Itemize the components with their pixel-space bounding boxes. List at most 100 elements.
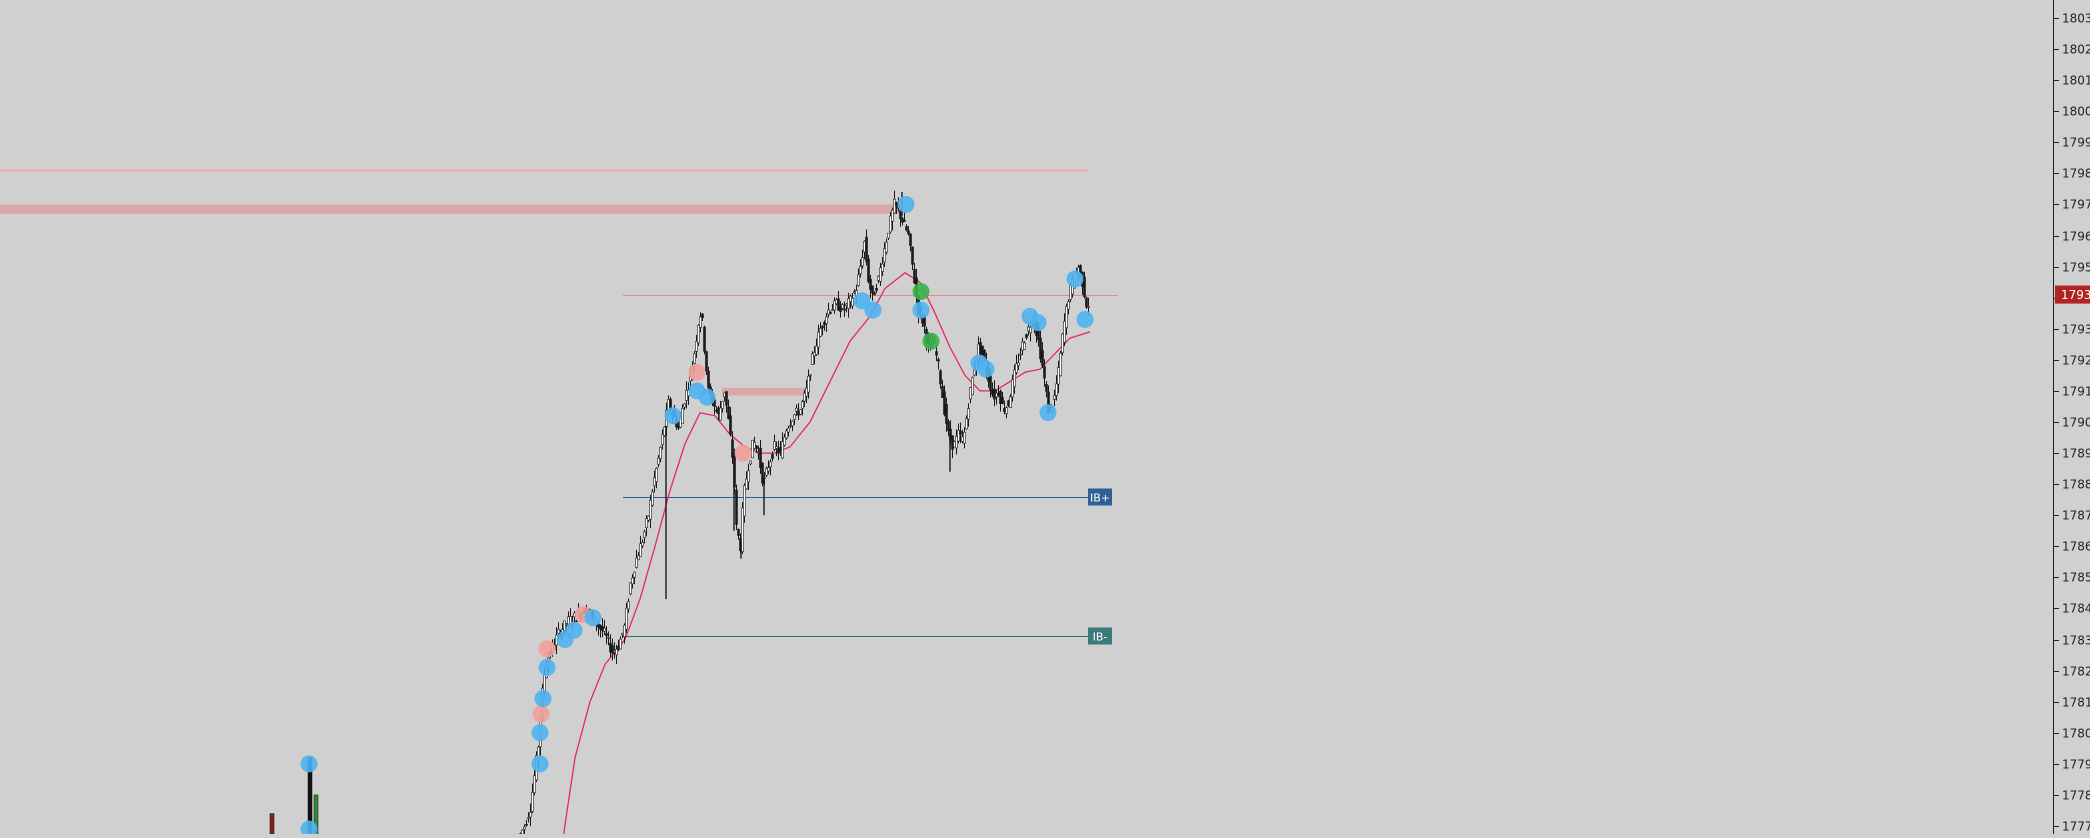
candle-body: [756, 446, 758, 449]
candle-body: [894, 199, 896, 213]
candle-body: [862, 258, 864, 266]
candle-body: [1042, 350, 1044, 365]
candle-body: [1086, 298, 1088, 307]
candle-body: [906, 226, 908, 230]
signal-marker-blue[interactable]: [532, 724, 549, 741]
candle-body: [830, 312, 832, 313]
candle-body: [876, 288, 878, 290]
price-axis-tick-label: 1792: [2062, 354, 2090, 368]
candle-body: [708, 371, 710, 387]
candle-body: [1062, 334, 1064, 353]
candle-body: [642, 542, 644, 545]
candle-body: [972, 377, 974, 394]
ib-plus-line-label: IB+: [1090, 492, 1110, 505]
candle-body: [868, 259, 870, 282]
signal-marker-red[interactable]: [735, 445, 752, 462]
candle-body: [938, 360, 940, 362]
candle-body: [882, 264, 884, 271]
candle-body: [628, 602, 630, 609]
price-axis-tick-label: 1798: [2062, 167, 2090, 181]
signal-marker-blue[interactable]: [913, 302, 930, 319]
candle-body: [968, 409, 970, 419]
signal-marker-green[interactable]: [913, 283, 930, 300]
candle-body: [606, 633, 608, 635]
candle-body: [632, 578, 634, 584]
candle-body: [528, 817, 530, 818]
candle-body: [1046, 384, 1048, 391]
candle-body: [524, 827, 526, 829]
candle-body: [908, 231, 910, 234]
price-axis-tick-label: 1795: [2062, 261, 2090, 275]
signal-marker-blue[interactable]: [585, 609, 602, 626]
candle-body: [810, 375, 812, 376]
candle-body: [822, 326, 824, 328]
candle-body: [910, 234, 912, 246]
price-axis-tick-label: 1799: [2062, 136, 2090, 150]
signal-marker-blue[interactable]: [1040, 404, 1057, 421]
price-axis-tick-label: 1793: [2062, 323, 2090, 337]
price-axis[interactable]: 1803180218011800179917981797179617951794…: [2053, 0, 2090, 834]
candle-body: [858, 275, 860, 285]
candle-body: [704, 327, 706, 351]
price-axis-tick-label: 1783: [2062, 634, 2090, 648]
candle-body: [1054, 395, 1056, 399]
candle-body: [656, 468, 658, 481]
candle-body: [720, 408, 722, 420]
candle-body: [1084, 277, 1086, 297]
price-axis-tick-label: 1800: [2062, 105, 2090, 119]
signal-marker-blue[interactable]: [532, 755, 549, 772]
candle-body: [886, 242, 888, 252]
signal-marker-blue[interactable]: [898, 196, 915, 213]
candle-body: [684, 404, 686, 407]
signal-marker-blue[interactable]: [865, 302, 882, 319]
signal-marker-blue[interactable]: [539, 659, 556, 676]
signal-marker-blue[interactable]: [1030, 314, 1047, 331]
candle-body: [960, 431, 962, 434]
candle-body: [904, 220, 906, 221]
candle-body: [682, 408, 684, 423]
price-axis-tick-label: 1781: [2062, 696, 2090, 710]
candle-body: [744, 485, 746, 515]
signal-marker-green[interactable]: [923, 333, 940, 350]
candle-body: [660, 447, 662, 458]
candle-body: [1070, 286, 1072, 300]
price-axis-tick-label: 1784: [2062, 602, 2090, 616]
candle-body: [768, 468, 770, 471]
candle-body: [616, 649, 618, 655]
signal-marker-blue[interactable]: [978, 361, 995, 378]
candle-body: [702, 314, 704, 318]
candle-body: [604, 628, 606, 631]
candle-body: [964, 432, 966, 443]
signal-marker-blue[interactable]: [535, 690, 552, 707]
candle-body: [940, 371, 942, 384]
price-axis-tick-label: 1803: [2062, 12, 2090, 26]
candle-body: [1030, 327, 1032, 333]
moving-average-layer: [563, 273, 1090, 834]
signal-marker-blue[interactable]: [301, 755, 318, 772]
signal-marker-red[interactable]: [539, 640, 556, 657]
candle-body: [1066, 307, 1068, 328]
signal-marker-red[interactable]: [689, 364, 706, 381]
candle-body: [990, 376, 992, 390]
signal-marker-blue[interactable]: [699, 389, 716, 406]
candle-body: [738, 529, 740, 535]
signal-marker-blue[interactable]: [566, 622, 583, 639]
candle-body: [896, 202, 898, 206]
candle-body: [608, 637, 610, 638]
candle-body: [1002, 397, 1004, 403]
candle-body: [658, 458, 660, 464]
price-axis-tick-label: 1802: [2062, 43, 2090, 57]
candle-body: [564, 621, 566, 631]
candle-body: [788, 428, 790, 432]
signal-marker-blue[interactable]: [1077, 311, 1094, 328]
candle-body: [652, 492, 654, 505]
candle-body: [620, 639, 622, 649]
candle-body: [644, 532, 646, 538]
signal-marker-blue[interactable]: [665, 407, 682, 424]
price-axis-tick-label: 1778: [2062, 789, 2090, 803]
signal-marker-blue[interactable]: [1067, 271, 1084, 288]
price-axis-tick-label: 1777: [2062, 820, 2090, 834]
signal-marker-red[interactable]: [533, 706, 550, 723]
